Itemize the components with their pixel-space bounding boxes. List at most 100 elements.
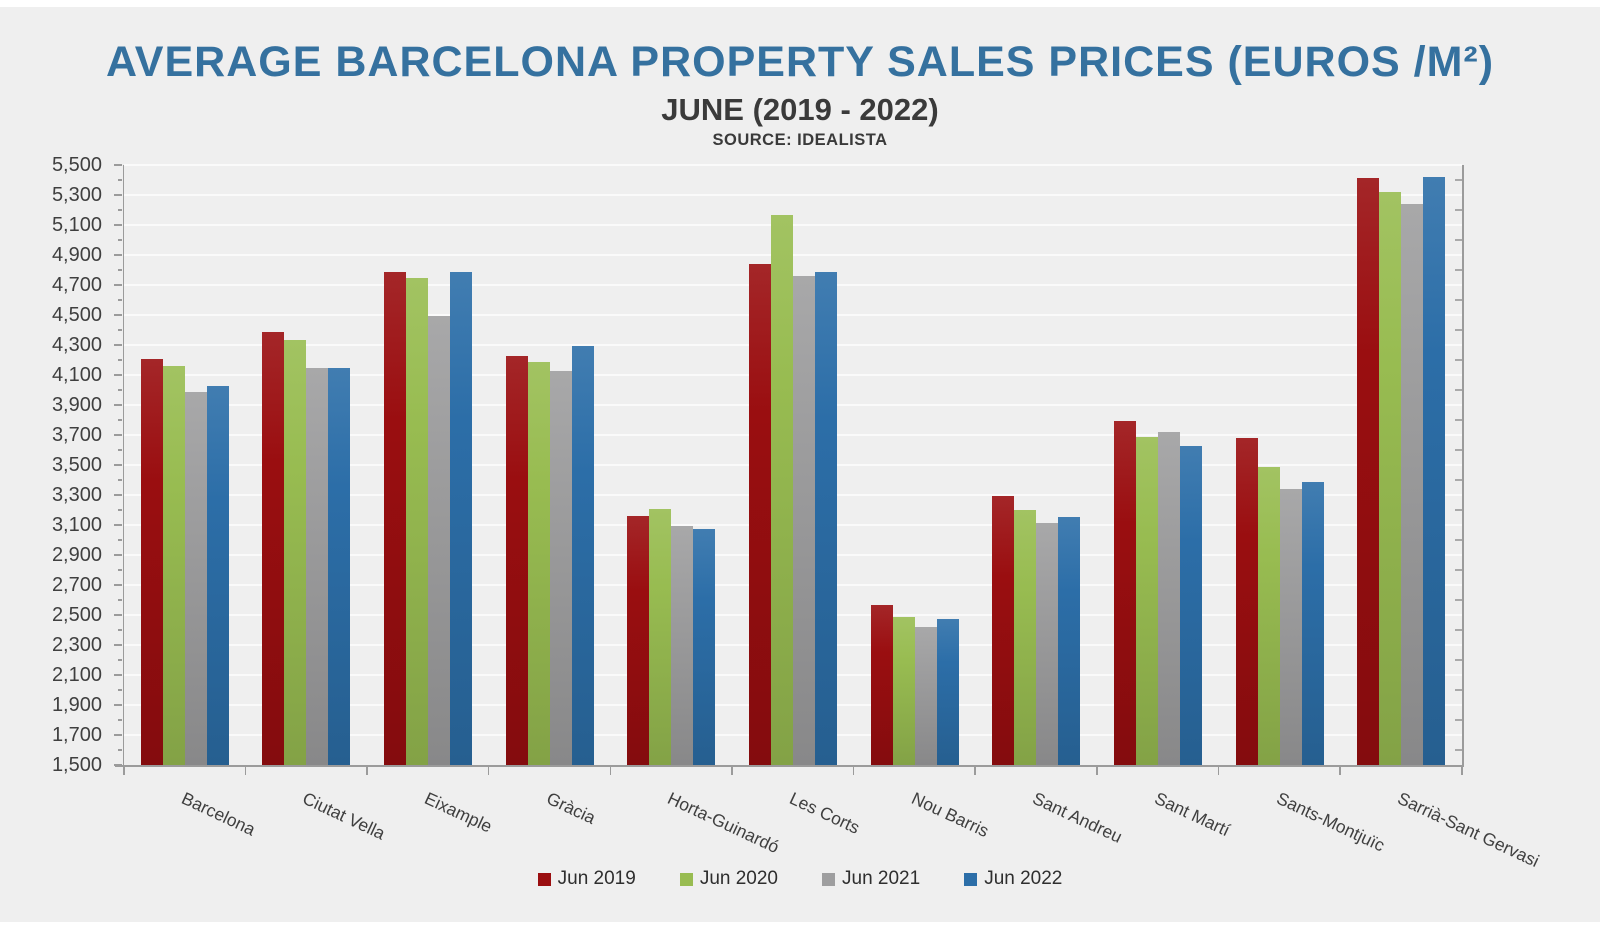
y-axis-minor-tick bbox=[118, 539, 122, 541]
bar-jun-2020 bbox=[1135, 437, 1158, 765]
bar-jun-2021 bbox=[184, 391, 207, 765]
right-axis-tick bbox=[1455, 299, 1462, 301]
legend-swatch bbox=[964, 872, 978, 886]
bar-jun-2019 bbox=[1357, 178, 1380, 765]
y-axis-tick-label: 2,500 bbox=[51, 604, 102, 626]
bar-jun-2020 bbox=[1014, 510, 1037, 765]
y-axis-major-tick bbox=[114, 584, 122, 586]
right-axis-tick bbox=[1455, 659, 1462, 661]
y-axis-tick-label: 5,300 bbox=[51, 184, 102, 206]
y-axis-tick-label: 2,700 bbox=[51, 574, 102, 596]
x-axis-tick bbox=[366, 766, 368, 775]
y-axis-minor-tick bbox=[118, 689, 122, 691]
bar-jun-2019 bbox=[748, 264, 771, 765]
x-axis-tick bbox=[974, 766, 976, 775]
x-axis-label: Horta-Guinardó bbox=[664, 788, 783, 858]
y-axis-minor-tick bbox=[118, 569, 122, 571]
y-axis-major-tick bbox=[114, 254, 122, 256]
bar-jun-2022 bbox=[1423, 177, 1446, 765]
y-axis-minor-tick bbox=[118, 719, 122, 721]
right-axis-line bbox=[1462, 165, 1464, 766]
gridline bbox=[124, 254, 1462, 256]
bar-jun-2022 bbox=[814, 271, 837, 765]
x-axis-tick bbox=[487, 766, 490, 775]
y-axis-tick-label: 2,300 bbox=[51, 634, 102, 656]
y-axis-minor-tick bbox=[118, 329, 122, 331]
gridline bbox=[124, 194, 1462, 196]
y-axis-tick-label: 2,900 bbox=[51, 544, 102, 566]
bar-jun-2021 bbox=[549, 370, 572, 765]
x-axis-label: Sant Andreu bbox=[1029, 788, 1126, 847]
bar-jun-2020 bbox=[527, 362, 550, 765]
bar-jun-2022 bbox=[1301, 482, 1324, 765]
legend-label: Jun 2019 bbox=[557, 868, 636, 889]
bottom-edge-strip bbox=[0, 922, 1600, 926]
bar-jun-2021 bbox=[671, 525, 694, 765]
y-axis-tick-label: 3,700 bbox=[51, 424, 102, 446]
y-axis-tick-label: 3,100 bbox=[51, 514, 102, 536]
x-axis-label: Sants-Montjuïc bbox=[1273, 788, 1388, 856]
legend-item-jun-2019: Jun 2019 bbox=[537, 868, 636, 890]
bar-jun-2019 bbox=[140, 359, 163, 765]
x-axis-tick bbox=[1461, 766, 1463, 775]
bar-group-sant-mart- bbox=[1097, 165, 1219, 765]
right-axis-tick bbox=[1455, 329, 1462, 331]
bar-jun-2020 bbox=[649, 509, 672, 765]
y-axis-tick-label: 3,900 bbox=[51, 394, 102, 416]
y-axis-major-tick bbox=[114, 164, 122, 166]
x-axis-label: Barcelona bbox=[178, 788, 259, 840]
x-axis-tick bbox=[1096, 766, 1098, 775]
y-axis-tick-label: 1,700 bbox=[51, 724, 102, 746]
chart-legend: Jun 2019 Jun 2020 Jun 2021 Jun 2022 bbox=[0, 868, 1600, 890]
bar-jun-2020 bbox=[1379, 192, 1402, 765]
legend-label: Jun 2022 bbox=[984, 868, 1063, 889]
y-axis-tick-label: 4,900 bbox=[51, 244, 102, 266]
right-axis-tick bbox=[1455, 269, 1462, 271]
bar-jun-2022 bbox=[1179, 445, 1202, 765]
y-axis-minor-tick bbox=[118, 659, 122, 661]
bar-jun-2020 bbox=[284, 339, 307, 765]
bar-jun-2022 bbox=[936, 618, 959, 765]
gridline bbox=[124, 164, 1462, 166]
x-axis-tick bbox=[1217, 766, 1220, 775]
y-axis-minor-tick bbox=[118, 479, 122, 481]
legend-swatch bbox=[537, 872, 551, 886]
y-axis-tick-label: 1,900 bbox=[51, 694, 102, 716]
bar-group-sants-montju-c bbox=[1219, 165, 1341, 765]
bar-jun-2021 bbox=[1157, 432, 1180, 765]
legend-item-jun-2022: Jun 2022 bbox=[964, 868, 1062, 890]
x-axis-label: Sant Martí bbox=[1151, 788, 1234, 841]
y-axis-major-tick bbox=[114, 554, 122, 556]
y-axis-major-tick bbox=[114, 344, 122, 346]
x-axis-tick bbox=[244, 766, 247, 775]
x-axis-tick bbox=[609, 766, 612, 775]
bar-jun-2022 bbox=[206, 385, 229, 765]
y-axis-tick-label: 4,500 bbox=[51, 304, 102, 326]
bar-jun-2019 bbox=[992, 495, 1015, 765]
y-axis-minor-tick bbox=[118, 509, 122, 511]
y-axis-tick-label: 2,100 bbox=[51, 664, 102, 686]
bar-jun-2020 bbox=[892, 617, 915, 765]
y-axis-tick-label: 4,100 bbox=[51, 364, 102, 386]
right-axis-tick bbox=[1455, 359, 1462, 361]
y-axis-major-tick bbox=[114, 734, 122, 736]
x-axis-label: Gràcia bbox=[543, 788, 599, 828]
right-axis-tick bbox=[1455, 599, 1462, 601]
right-axis-tick bbox=[1455, 629, 1462, 631]
legend-label: Jun 2021 bbox=[842, 868, 921, 889]
right-axis-tick bbox=[1455, 389, 1462, 391]
bar-group-sant-andreu bbox=[975, 165, 1097, 765]
bar-group-gr-cia bbox=[489, 165, 611, 765]
bar-jun-2021 bbox=[792, 276, 815, 765]
bar-jun-2019 bbox=[870, 604, 893, 765]
right-axis-tick bbox=[1455, 179, 1462, 181]
right-axis-tick bbox=[1455, 419, 1462, 421]
y-axis-major-tick bbox=[114, 704, 122, 706]
bar-jun-2020 bbox=[406, 277, 429, 765]
y-axis-major-tick bbox=[114, 434, 122, 436]
y-axis-minor-tick bbox=[118, 269, 122, 271]
right-axis-tick bbox=[1455, 569, 1462, 571]
right-axis-tick bbox=[1455, 719, 1462, 721]
y-axis-major-tick bbox=[114, 464, 122, 466]
y-axis-major-tick bbox=[114, 614, 122, 616]
